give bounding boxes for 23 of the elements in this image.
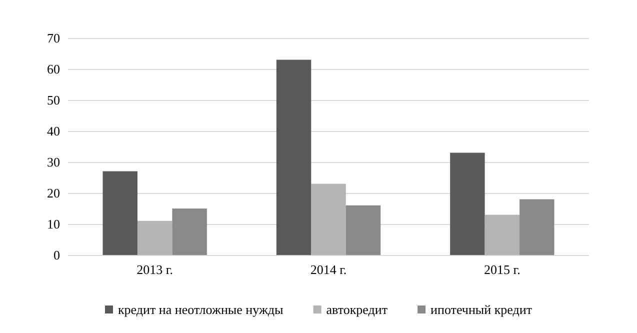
bar — [484, 214, 520, 255]
bar — [172, 208, 207, 255]
bar — [450, 152, 485, 255]
x-tick-label: 2015 г. — [484, 262, 520, 277]
y-tick-label: 60 — [47, 62, 60, 76]
y-tick-label: 30 — [47, 154, 60, 170]
y-tick-label: 40 — [47, 124, 60, 138]
legend-label: автокредит — [326, 302, 388, 317]
legend-label: кредит на неотложные нужды — [118, 302, 284, 317]
y-tick-label: 20 — [47, 186, 60, 200]
bar — [102, 171, 138, 255]
bar — [311, 184, 346, 255]
bar — [520, 199, 554, 255]
y-tick-label: 10 — [47, 216, 60, 232]
y-tick-label: 0 — [54, 248, 60, 262]
x-tick-label: 2013 г. — [136, 262, 174, 277]
bar — [346, 205, 381, 255]
y-tick-label: 50 — [47, 92, 60, 108]
y-tick-label: 70 — [47, 30, 60, 46]
legend-label: ипотечный кредит — [430, 302, 532, 317]
bar — [276, 60, 312, 255]
x-tick-label: 2014 г. — [310, 262, 347, 277]
bar — [137, 220, 172, 255]
